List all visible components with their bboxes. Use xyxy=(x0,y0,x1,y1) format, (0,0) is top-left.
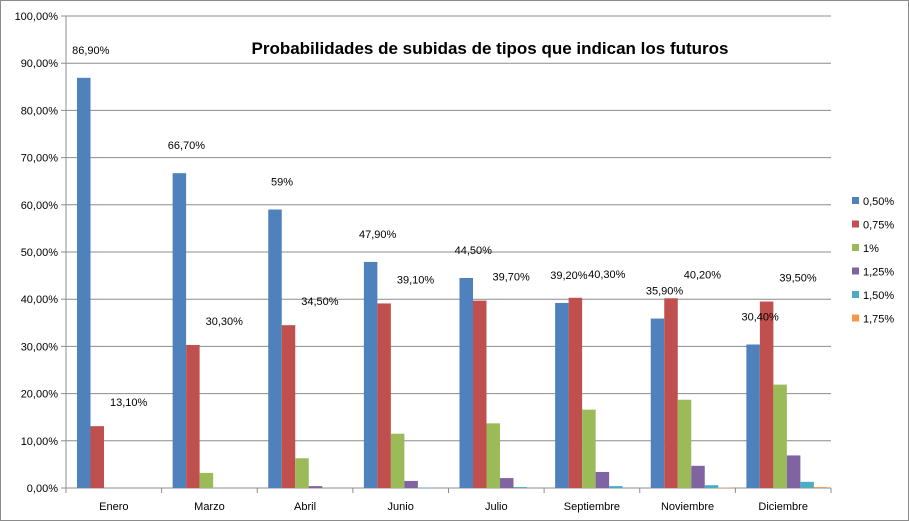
x-tick-label: Diciembre xyxy=(758,501,808,513)
data-label: 30,30% xyxy=(206,316,244,328)
data-label: 35,90% xyxy=(646,286,684,298)
x-tick-label: Marzo xyxy=(194,501,225,513)
axes: 0,00% 10,00% 20,00% 30,00% 40,00% 50,00% 60,00… xyxy=(15,11,831,513)
bar xyxy=(609,486,623,488)
bar xyxy=(91,426,105,488)
bar xyxy=(268,210,282,488)
bar xyxy=(186,345,200,488)
bar xyxy=(691,466,705,488)
data-label: 59% xyxy=(271,177,293,189)
bar xyxy=(487,423,501,488)
data-label: 13,10% xyxy=(110,397,148,409)
x-tick-label: Julio xyxy=(485,501,508,513)
bar xyxy=(377,303,391,488)
bar xyxy=(404,481,418,488)
bar xyxy=(473,301,487,488)
y-tick-label: 80,00% xyxy=(21,105,59,117)
bar xyxy=(173,173,187,488)
y-tick-label: 30,00% xyxy=(21,341,59,353)
y-tick-label: 20,00% xyxy=(21,389,59,401)
data-label: 44,50% xyxy=(455,245,493,257)
legend-label: 0,50% xyxy=(863,196,894,208)
x-tick-label: Abril xyxy=(294,501,316,513)
legend-label: 1,25% xyxy=(863,267,894,279)
legend-swatch xyxy=(852,197,859,204)
bar xyxy=(760,302,774,488)
legend-swatch xyxy=(852,244,859,251)
bar xyxy=(814,487,828,488)
legend-swatch xyxy=(852,315,859,322)
bar xyxy=(391,434,405,488)
legend-swatch xyxy=(852,221,859,228)
bar xyxy=(555,303,569,488)
bar xyxy=(282,325,296,488)
legend-label: 1,50% xyxy=(863,290,894,302)
x-tick-label: Septiembre xyxy=(564,501,620,513)
x-tick-label: Enero xyxy=(99,501,128,513)
y-tick-label: 10,00% xyxy=(21,436,59,448)
bar xyxy=(582,410,596,488)
legend-label: 1% xyxy=(863,243,879,255)
chart-title: Probabilidades de subidas de tipos que i… xyxy=(251,39,728,58)
y-tick-label: 40,00% xyxy=(21,294,59,306)
bar xyxy=(569,298,583,488)
data-label: 40,20% xyxy=(684,269,722,281)
data-label: 30,40% xyxy=(741,312,779,324)
data-label: 39,70% xyxy=(493,272,531,284)
data-label: 39,50% xyxy=(779,273,817,285)
legend-swatch xyxy=(852,291,859,298)
y-tick-label: 70,00% xyxy=(21,153,59,165)
bar xyxy=(514,487,528,488)
bar xyxy=(651,319,665,488)
data-label: 86,90% xyxy=(72,45,110,57)
bar xyxy=(678,400,692,488)
data-label: 40,30% xyxy=(588,269,626,281)
y-tick-label: 100,00% xyxy=(15,11,59,23)
bar xyxy=(664,298,678,488)
legend-label: 1,75% xyxy=(863,314,894,326)
legend-swatch xyxy=(852,268,859,275)
bar xyxy=(705,485,719,488)
data-label: 34,50% xyxy=(301,296,339,308)
legend-label: 0,75% xyxy=(863,220,894,232)
x-tick-label: Junio xyxy=(388,501,414,513)
y-tick-label: 90,00% xyxy=(21,58,59,70)
bar xyxy=(364,262,378,488)
bar xyxy=(500,478,514,488)
x-tick-label: Noviembre xyxy=(661,501,714,513)
bar xyxy=(746,345,760,488)
y-tick-label: 60,00% xyxy=(21,200,59,212)
bar xyxy=(295,458,309,488)
bar xyxy=(596,472,610,488)
bar xyxy=(800,482,814,488)
legend: 0,50% 0,75% 1% 1,25% 1,50% 1,75% xyxy=(852,196,894,326)
data-label: 47,90% xyxy=(359,229,397,241)
data-label: 66,70% xyxy=(168,140,206,152)
data-label: 39,20% xyxy=(550,270,588,282)
bar xyxy=(309,486,323,488)
bar xyxy=(787,455,801,488)
y-tick-label: 0,00% xyxy=(27,483,58,495)
bar xyxy=(773,385,787,488)
bar xyxy=(77,78,91,488)
bar xyxy=(460,278,474,488)
y-tick-label: 50,00% xyxy=(21,247,59,259)
data-label: 39,10% xyxy=(397,274,435,286)
bar xyxy=(200,473,214,488)
